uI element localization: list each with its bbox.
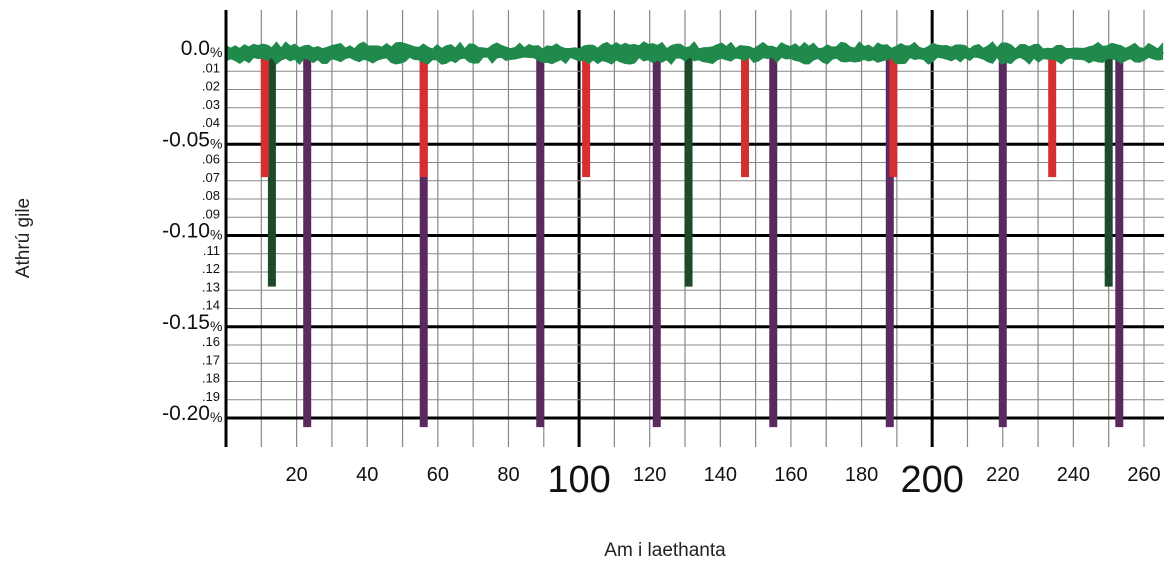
y-tick-labels: 0.0 %-0.05 %-0.10 %-0.15 %-0.20 %.01.02.03.04…	[162, 37, 222, 425]
baseline-noise	[225, 41, 1164, 66]
y-tick-label-minor: .07	[202, 170, 220, 185]
y-tick-label: 0.0	[181, 37, 210, 60]
y-tick-label-minor: .04	[202, 115, 220, 130]
x-tick-label: 120	[633, 464, 666, 486]
transit-bar	[267, 55, 276, 287]
y-tick-unit: %	[210, 227, 222, 243]
y-tick-label: -0.20	[162, 402, 210, 425]
transit-bar	[303, 55, 312, 428]
transit-bar	[419, 55, 428, 178]
x-tick-label: 80	[497, 464, 519, 486]
x-tick-label: 240	[1057, 464, 1090, 486]
y-tick-label-minor: .03	[202, 97, 220, 112]
transit-bar	[419, 55, 428, 428]
y-tick-label-minor: .08	[202, 188, 220, 203]
y-tick-label: -0.15	[162, 311, 210, 334]
x-tick-label: 260	[1127, 464, 1160, 486]
y-tick-label-minor: .19	[202, 389, 220, 404]
y-tick-label-minor: .17	[202, 352, 220, 367]
transit-bar	[536, 55, 545, 428]
y-tick-unit: %	[210, 44, 222, 60]
transit-bar	[260, 55, 269, 178]
x-tick-label: 160	[774, 464, 807, 486]
transit-bar	[769, 55, 778, 428]
y-tick-label-minor: .14	[202, 298, 220, 313]
transit-bar	[1115, 55, 1124, 428]
transit-bar	[684, 55, 693, 287]
y-tick-label-minor: .18	[202, 371, 220, 386]
transit-bar	[885, 55, 894, 428]
y-tick-unit: %	[210, 409, 222, 425]
y-tick-label: -0.05	[162, 128, 210, 151]
y-tick-unit: %	[210, 135, 222, 151]
y-tick-label-minor: .13	[202, 279, 220, 294]
transit-bar	[889, 55, 898, 178]
baseline-series	[225, 41, 1164, 66]
transit-bar	[1104, 55, 1113, 287]
x-axis-label: Am i laethanta	[604, 540, 726, 561]
x-tick-labels: 20 40 60 80 100 120 140 160 180 200 220 240 260	[285, 459, 1160, 501]
y-tick-label-minor: .11	[203, 243, 220, 258]
x-tick-label: 100	[547, 459, 610, 501]
transit-bar	[741, 55, 750, 178]
x-tick-label: 40	[356, 464, 378, 486]
transit-dips	[260, 55, 1124, 428]
y-tick-label-minor: .16	[202, 334, 220, 349]
y-tick-label-minor: .12	[202, 261, 220, 276]
x-tick-label: 60	[427, 464, 449, 486]
x-tick-label: 220	[986, 464, 1019, 486]
y-tick-label: -0.10	[162, 220, 210, 243]
y-tick-label-minor: .01	[202, 60, 220, 75]
x-tick-label: 180	[845, 464, 878, 486]
y-tick-label-minor: .06	[202, 152, 220, 167]
x-tick-label: 140	[704, 464, 737, 486]
grid-lines	[226, 10, 1164, 447]
x-tick-label: 200	[900, 459, 963, 501]
y-tick-unit: %	[210, 318, 222, 334]
transit-bar	[652, 55, 661, 428]
y-tick-label-minor: .02	[202, 79, 220, 94]
x-tick-label: 20	[285, 464, 307, 486]
y-axis-label: Athrú gile	[13, 197, 34, 279]
transit-bar	[1048, 55, 1057, 178]
y-tick-label-minor: .09	[202, 206, 220, 221]
transit-bar	[998, 55, 1007, 428]
transit-bar	[582, 55, 591, 178]
